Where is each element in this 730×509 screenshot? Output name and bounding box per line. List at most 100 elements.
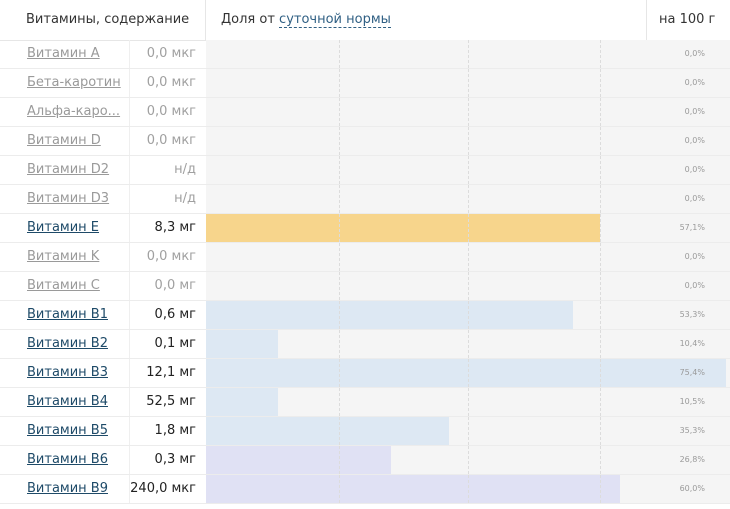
daily-share-bar-track: 0,0% [206,185,730,213]
gridline [600,156,601,184]
vitamin-link[interactable]: Витамин D3 [27,191,110,206]
table-row: Витамин B4 52,5 мг 10,5% [0,388,730,417]
gridline [600,127,601,155]
daily-share-bar-fill [206,446,391,474]
gridline [600,185,601,213]
daily-share-percent: 0,0% [684,136,705,145]
vitamin-link[interactable]: Бета-каротин [27,75,121,90]
gridline [600,272,601,300]
vitamin-amount: 0,0 мкг [146,75,196,90]
vitamin-amount: 0,6 мг [154,307,196,322]
vitamin-name-cell: Витамин B5 [0,417,130,445]
daily-share-bar-track: 0,0% [206,156,730,184]
daily-share-bar-track: 60,0% [206,475,730,503]
daily-share-bar-fill [206,301,573,329]
gridline [339,69,340,97]
vitamin-amount: 0,0 мг [154,278,196,293]
vitamin-link[interactable]: Витамин A [27,46,100,61]
vitamin-name-cell: Витамин B6 [0,446,130,474]
column-header-vitamins: Витамины, содержание [0,0,206,40]
table-row: Витамин B6 0,3 мг 26,8% [0,446,730,475]
vitamin-link[interactable]: Альфа-каро... [27,104,121,119]
gridline [339,214,340,242]
daily-share-percent: 60,0% [679,484,705,493]
daily-share-bar-fill [206,330,278,358]
gridline [468,417,469,445]
gridline [600,475,601,503]
vitamin-link[interactable]: Витамин B3 [27,365,108,380]
gridline [339,98,340,126]
gridline [468,330,469,358]
gridline [600,243,601,271]
vitamin-name-cell: Витамин D2 [0,156,130,184]
vitamins-table: Витамин A 0,0 мкг 0,0% Бета-каротин 0,0 мкг 0… [0,40,730,504]
vitamin-link[interactable]: Витамин B9 [27,481,108,496]
vitamin-name-cell: Витамин D3 [0,185,130,213]
table-row: Витамин B1 0,6 мг 53,3% [0,301,730,330]
gridline [600,446,601,474]
vitamin-name-cell: Альфа-каро... [0,98,130,126]
gridline [339,272,340,300]
gridline [339,475,340,503]
column-header-daily-share: Доля от суточной нормы [206,0,646,40]
vitamin-amount: 0,0 мкг [146,104,196,119]
vitamin-link[interactable]: Витамин B2 [27,336,108,351]
gridline [600,301,601,329]
gridline [468,127,469,155]
vitamin-link[interactable]: Витамин E [27,220,100,235]
vitamin-name-cell: Витамин A [0,40,130,68]
table-row: Витамин D 0,0 мкг 0,0% [0,127,730,156]
gridline [600,40,601,68]
gridline [600,69,601,97]
gridline [468,359,469,387]
daily-share-bar-track: 0,0% [206,69,730,97]
gridline [468,98,469,126]
daily-share-percent: 53,3% [679,310,705,319]
gridline [600,330,601,358]
daily-share-bar-track: 57,1% [206,214,730,242]
gridline [339,359,340,387]
daily-share-bar-track: 75,4% [206,359,730,387]
vitamin-amount: 240,0 мкг [130,481,196,496]
vitamin-amount: 0,1 мг [154,336,196,351]
daily-share-bar-fill [206,359,726,387]
vitamin-amount: 0,3 мг [154,452,196,467]
vitamin-link[interactable]: Витамин D [27,133,101,148]
gridline [468,156,469,184]
daily-share-bar-track: 10,4% [206,330,730,358]
vitamin-link[interactable]: Витамин B4 [27,394,108,409]
table-row: Витамин K 0,0 мкг 0,0% [0,243,730,272]
gridline [600,98,601,126]
vitamin-link[interactable]: Витамин B5 [27,423,108,438]
vitamin-link[interactable]: Витамин B6 [27,452,108,467]
gridline [339,388,340,416]
table-row: Витамин D3 н/д 0,0% [0,185,730,214]
daily-share-bar-track: 0,0% [206,272,730,300]
daily-share-percent: 0,0% [684,78,705,87]
gridline [600,359,601,387]
vitamin-link[interactable]: Витамин K [27,249,100,264]
table-row: Витамин B3 12,1 мг 75,4% [0,359,730,388]
vitamin-name-cell: Витамин B9 [0,475,130,503]
gridline [339,156,340,184]
table-row: Витамин A 0,0 мкг 0,0% [0,40,730,69]
daily-share-percent: 57,1% [679,223,705,232]
vitamin-name-cell: Бета-каротин [0,69,130,97]
vitamin-link[interactable]: Витамин C [27,278,100,293]
gridline [339,330,340,358]
daily-share-percent: 35,3% [679,426,705,435]
vitamin-link[interactable]: Витамин B1 [27,307,108,322]
gridline [600,388,601,416]
daily-share-percent: 75,4% [679,368,705,377]
daily-share-bar-fill [206,388,278,416]
gridline [468,243,469,271]
daily-share-bar-track: 0,0% [206,98,730,126]
gridline [339,446,340,474]
daily-share-bar-track: 35,3% [206,417,730,445]
gridline [468,214,469,242]
daily-norm-link[interactable]: суточной нормы [279,12,391,28]
daily-share-percent: 0,0% [684,107,705,116]
daily-share-bar-track: 10,5% [206,388,730,416]
vitamin-link[interactable]: Витамин D2 [27,162,110,177]
portion-selector[interactable]: на 100 г ⌄ [646,0,730,66]
